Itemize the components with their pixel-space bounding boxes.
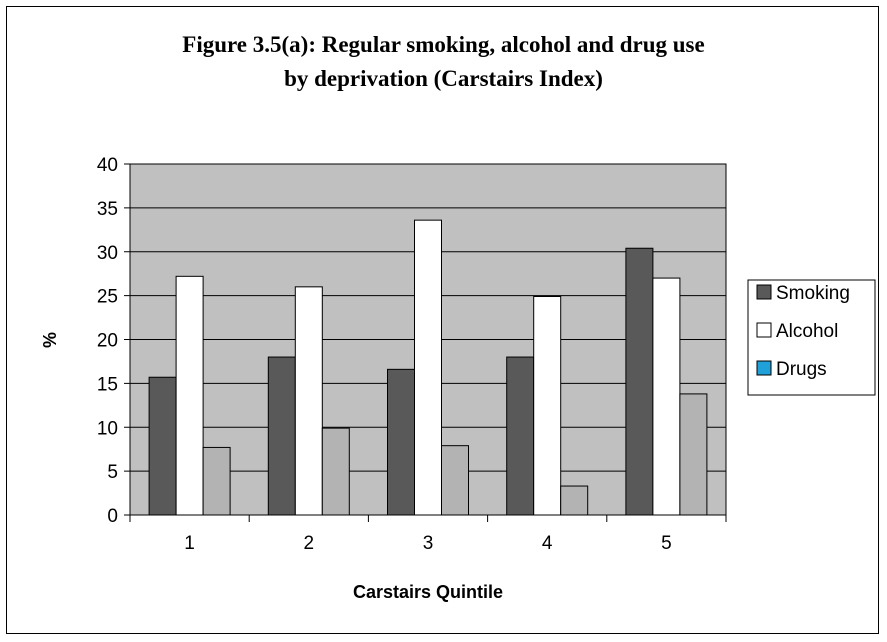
bar-drugs <box>441 445 469 516</box>
chart-title: Figure 3.5(a): Regular smoking, alcohol … <box>0 28 887 96</box>
bar-smoking <box>267 356 296 516</box>
x-tick-label: 3 <box>423 533 434 554</box>
bar-alcohol <box>175 275 204 516</box>
y-tick-label: 25 <box>97 287 118 308</box>
legend-label-smoking: Smoking <box>776 283 850 304</box>
legend-label-drugs: Drugs <box>776 359 827 380</box>
x-tick-label: 4 <box>542 533 553 554</box>
y-tick-label: 10 <box>97 418 118 439</box>
legend-swatch-smoking <box>756 284 772 300</box>
chart-title-line2: by deprivation (Carstairs Index) <box>284 66 603 91</box>
y-tick-label: 35 <box>97 199 118 220</box>
x-tick-label: 2 <box>304 533 315 554</box>
y-tick-label: 40 <box>97 155 118 176</box>
chart-title-line1: Figure 3.5(a): Regular smoking, alcohol … <box>182 32 705 57</box>
legend-swatch-drugs <box>756 360 772 376</box>
legend: Smoking Alcohol Drugs <box>747 279 876 396</box>
bar-smoking <box>148 376 177 516</box>
legend-swatch-alcohol <box>756 322 772 338</box>
bar-alcohol <box>652 277 681 516</box>
bar-smoking <box>387 368 415 516</box>
x-tick-label: 5 <box>661 533 672 554</box>
bar-drugs <box>679 393 708 516</box>
y-tick-label: 0 <box>107 506 118 527</box>
y-tick-label: 30 <box>97 243 118 264</box>
y-tick-label: 5 <box>107 462 118 483</box>
axes: 0 5 10 15 20 25 30 35 40 1 2 3 4 5 <box>97 155 727 554</box>
bar-drugs <box>202 446 231 516</box>
x-tick-label: 1 <box>184 533 195 554</box>
y-tick-label: 15 <box>97 374 118 395</box>
bar-smoking <box>506 356 535 516</box>
bar-alcohol <box>294 286 323 516</box>
bar-alcohol <box>414 219 442 516</box>
bar-alcohol <box>533 296 562 516</box>
bars <box>148 219 708 516</box>
bar-drugs <box>560 485 589 516</box>
bar-smoking <box>625 247 654 516</box>
x-axis-title: Carstairs Quintile <box>353 582 503 602</box>
bar-drugs <box>321 427 350 516</box>
y-tick-label: 20 <box>97 331 118 352</box>
y-axis-title: % <box>40 332 60 348</box>
legend-label-alcohol: Alcohol <box>776 321 838 342</box>
